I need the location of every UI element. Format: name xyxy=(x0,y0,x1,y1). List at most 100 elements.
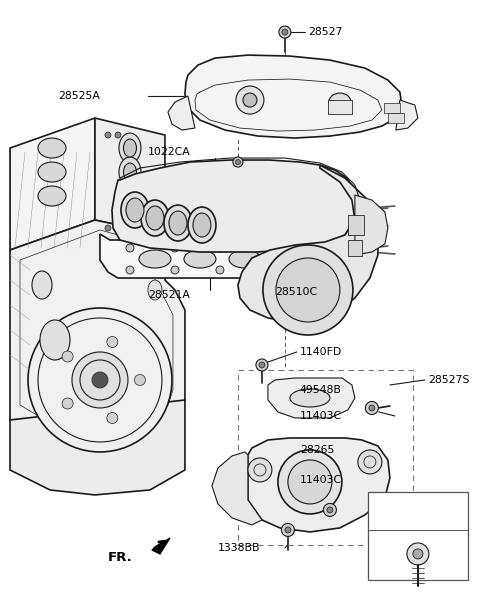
Ellipse shape xyxy=(38,162,66,182)
Circle shape xyxy=(369,405,375,411)
Text: 28525A: 28525A xyxy=(58,91,100,101)
Text: 1140AA: 1140AA xyxy=(396,507,440,517)
Ellipse shape xyxy=(38,138,66,158)
Circle shape xyxy=(233,157,243,167)
Ellipse shape xyxy=(169,211,187,235)
Circle shape xyxy=(285,527,291,533)
Polygon shape xyxy=(348,240,362,256)
Polygon shape xyxy=(396,100,418,130)
Polygon shape xyxy=(384,103,400,113)
Text: 28527S: 28527S xyxy=(428,375,469,385)
Circle shape xyxy=(134,374,145,385)
Circle shape xyxy=(105,225,111,231)
Ellipse shape xyxy=(40,320,70,360)
Text: 1022CA: 1022CA xyxy=(148,147,191,157)
Circle shape xyxy=(248,458,272,482)
Text: 28527: 28527 xyxy=(308,27,342,37)
Circle shape xyxy=(171,244,179,252)
Ellipse shape xyxy=(274,250,306,268)
Circle shape xyxy=(62,351,73,362)
Ellipse shape xyxy=(164,205,192,241)
Bar xyxy=(368,492,468,580)
Circle shape xyxy=(261,266,269,274)
Ellipse shape xyxy=(184,250,216,268)
Ellipse shape xyxy=(229,250,261,268)
Polygon shape xyxy=(168,96,195,130)
Polygon shape xyxy=(100,234,312,278)
Ellipse shape xyxy=(38,186,66,206)
Ellipse shape xyxy=(119,133,141,163)
Text: 28521A: 28521A xyxy=(148,290,190,300)
Circle shape xyxy=(243,93,257,107)
Circle shape xyxy=(126,244,134,252)
Circle shape xyxy=(407,543,429,565)
Circle shape xyxy=(365,402,378,414)
Circle shape xyxy=(366,224,374,232)
Circle shape xyxy=(126,266,134,274)
Polygon shape xyxy=(268,378,355,418)
Ellipse shape xyxy=(119,181,141,211)
Circle shape xyxy=(107,336,118,347)
Circle shape xyxy=(263,245,353,335)
Text: 28510C: 28510C xyxy=(275,287,317,297)
Circle shape xyxy=(276,258,340,322)
Circle shape xyxy=(92,372,108,388)
Polygon shape xyxy=(348,215,364,235)
Circle shape xyxy=(105,132,111,138)
Ellipse shape xyxy=(123,187,136,205)
Circle shape xyxy=(28,308,172,452)
Circle shape xyxy=(171,266,179,274)
Circle shape xyxy=(278,450,342,514)
Circle shape xyxy=(366,206,374,214)
Ellipse shape xyxy=(121,192,149,228)
Ellipse shape xyxy=(329,93,351,111)
Polygon shape xyxy=(10,220,185,445)
Text: 1338BB: 1338BB xyxy=(218,543,261,553)
Circle shape xyxy=(256,359,268,371)
Ellipse shape xyxy=(119,157,141,187)
Ellipse shape xyxy=(139,250,171,268)
Text: 49548B: 49548B xyxy=(300,385,342,395)
Circle shape xyxy=(261,244,269,252)
Ellipse shape xyxy=(123,139,136,157)
Circle shape xyxy=(366,244,374,252)
Circle shape xyxy=(107,413,118,423)
Bar xyxy=(238,370,413,545)
Ellipse shape xyxy=(188,207,216,243)
Polygon shape xyxy=(328,100,352,114)
Circle shape xyxy=(259,362,265,368)
Circle shape xyxy=(115,225,121,231)
Circle shape xyxy=(72,352,128,408)
Text: 11403C: 11403C xyxy=(300,411,342,421)
Circle shape xyxy=(62,398,73,409)
Polygon shape xyxy=(212,452,262,525)
Ellipse shape xyxy=(123,163,136,181)
Text: 11403C: 11403C xyxy=(300,475,342,485)
Ellipse shape xyxy=(290,389,330,407)
Polygon shape xyxy=(185,55,402,138)
Circle shape xyxy=(281,523,294,537)
Circle shape xyxy=(282,29,288,35)
Ellipse shape xyxy=(146,206,164,230)
Ellipse shape xyxy=(141,200,169,236)
Polygon shape xyxy=(95,118,165,235)
Text: FR.: FR. xyxy=(108,551,132,564)
Circle shape xyxy=(288,460,332,504)
Circle shape xyxy=(327,507,333,513)
Ellipse shape xyxy=(32,271,52,299)
Circle shape xyxy=(358,450,382,474)
Polygon shape xyxy=(388,113,404,123)
Polygon shape xyxy=(10,118,95,250)
Polygon shape xyxy=(355,195,388,255)
Circle shape xyxy=(216,244,224,252)
Circle shape xyxy=(324,503,336,517)
Ellipse shape xyxy=(126,198,144,222)
Polygon shape xyxy=(248,438,390,532)
Polygon shape xyxy=(112,160,358,252)
Circle shape xyxy=(115,132,121,138)
Circle shape xyxy=(235,160,240,165)
Circle shape xyxy=(301,244,309,252)
Circle shape xyxy=(301,266,309,274)
Polygon shape xyxy=(10,400,185,495)
Polygon shape xyxy=(238,165,378,322)
